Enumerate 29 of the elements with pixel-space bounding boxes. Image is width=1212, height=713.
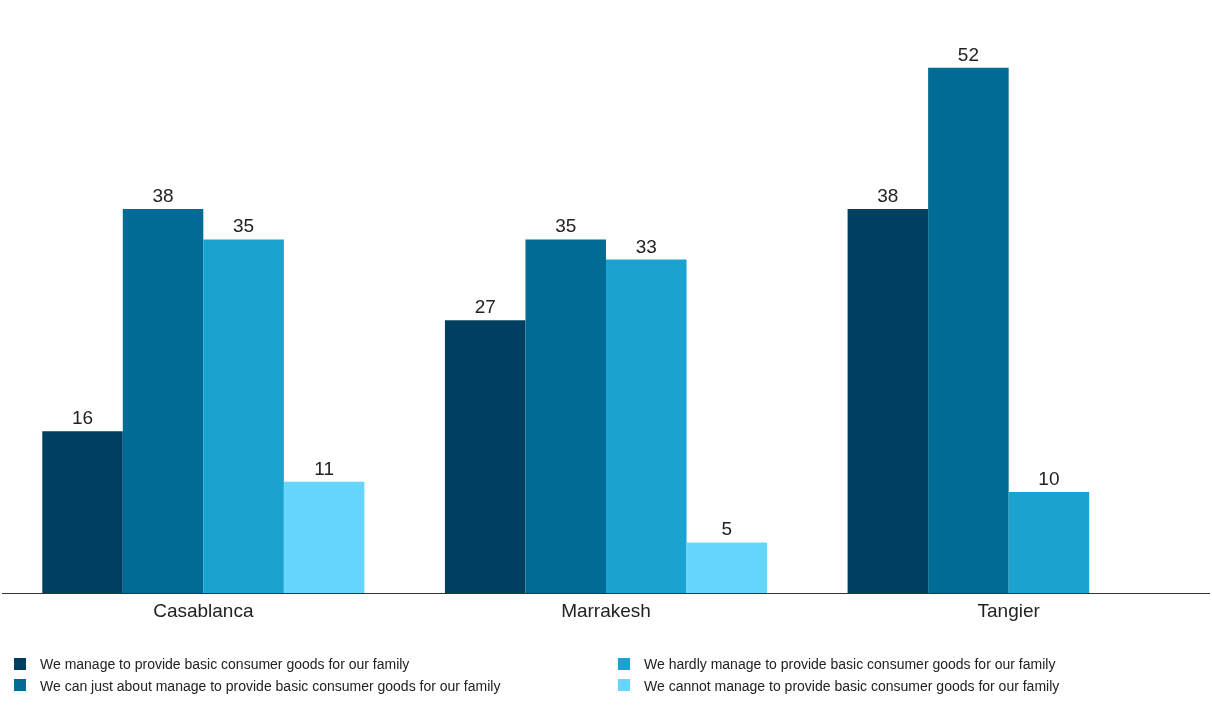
bar [444,320,526,593]
bar [283,481,365,593]
bar [686,542,768,593]
x-tick-label: Marrakesh [561,599,651,621]
legend-label: We can just about manage to provide basic consumer goods for our family [40,677,501,694]
bar [203,239,284,593]
legend-label: We manage to provide basic consumer goods for our family [40,656,410,673]
x-tick-label: Tangier [977,599,1041,621]
bar [606,259,687,593]
data-label: 38 [152,185,174,207]
bar [525,239,606,593]
data-label: 10 [1038,467,1060,489]
bar [122,209,204,593]
data-label: 16 [71,407,94,429]
legend-label: We cannot manage to provide basic consumer goods for our family [644,677,1060,694]
data-label: 35 [233,215,255,237]
bar [42,431,123,593]
data-label: 35 [555,215,577,237]
data-label: 38 [877,185,899,207]
bar [847,209,929,593]
legend-label: We hardly manage to provide basic consumer goods for our family [644,656,1056,673]
x-tick-label: Casablanca [153,599,254,621]
data-label: 52 [957,43,979,65]
data-label: 33 [635,235,657,257]
data-label: 5 [721,518,733,540]
data-label: 27 [474,296,496,318]
data-label: 11 [314,457,334,479]
bar [928,67,1009,593]
bar [1008,491,1090,593]
